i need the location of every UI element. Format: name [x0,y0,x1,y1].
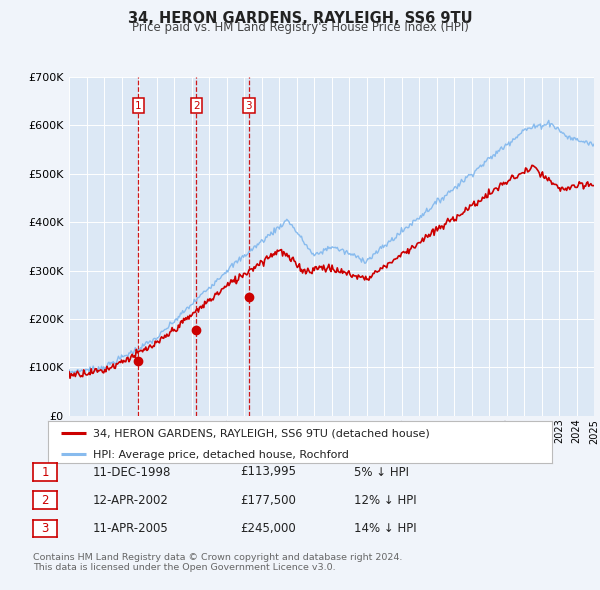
Text: 3: 3 [41,522,49,535]
Text: 3: 3 [245,100,252,110]
Text: Price paid vs. HM Land Registry's House Price Index (HPI): Price paid vs. HM Land Registry's House … [131,21,469,34]
Text: 1: 1 [41,466,49,478]
Text: 11-APR-2005: 11-APR-2005 [93,522,169,535]
Text: 5% ↓ HPI: 5% ↓ HPI [354,466,409,478]
Text: £177,500: £177,500 [240,494,296,507]
Text: 1: 1 [135,100,142,110]
Text: This data is licensed under the Open Government Licence v3.0.: This data is licensed under the Open Gov… [33,563,335,572]
Text: 2: 2 [193,100,200,110]
Text: Contains HM Land Registry data © Crown copyright and database right 2024.: Contains HM Land Registry data © Crown c… [33,553,403,562]
Text: 34, HERON GARDENS, RAYLEIGH, SS6 9TU (detached house): 34, HERON GARDENS, RAYLEIGH, SS6 9TU (de… [94,428,430,438]
Text: 12% ↓ HPI: 12% ↓ HPI [354,494,416,507]
Text: HPI: Average price, detached house, Rochford: HPI: Average price, detached house, Roch… [94,450,349,460]
Text: 14% ↓ HPI: 14% ↓ HPI [354,522,416,535]
Text: 2: 2 [41,494,49,507]
Text: £113,995: £113,995 [240,466,296,478]
Text: 11-DEC-1998: 11-DEC-1998 [93,466,172,478]
Text: 12-APR-2002: 12-APR-2002 [93,494,169,507]
Text: 34, HERON GARDENS, RAYLEIGH, SS6 9TU: 34, HERON GARDENS, RAYLEIGH, SS6 9TU [128,11,472,25]
Text: £245,000: £245,000 [240,522,296,535]
